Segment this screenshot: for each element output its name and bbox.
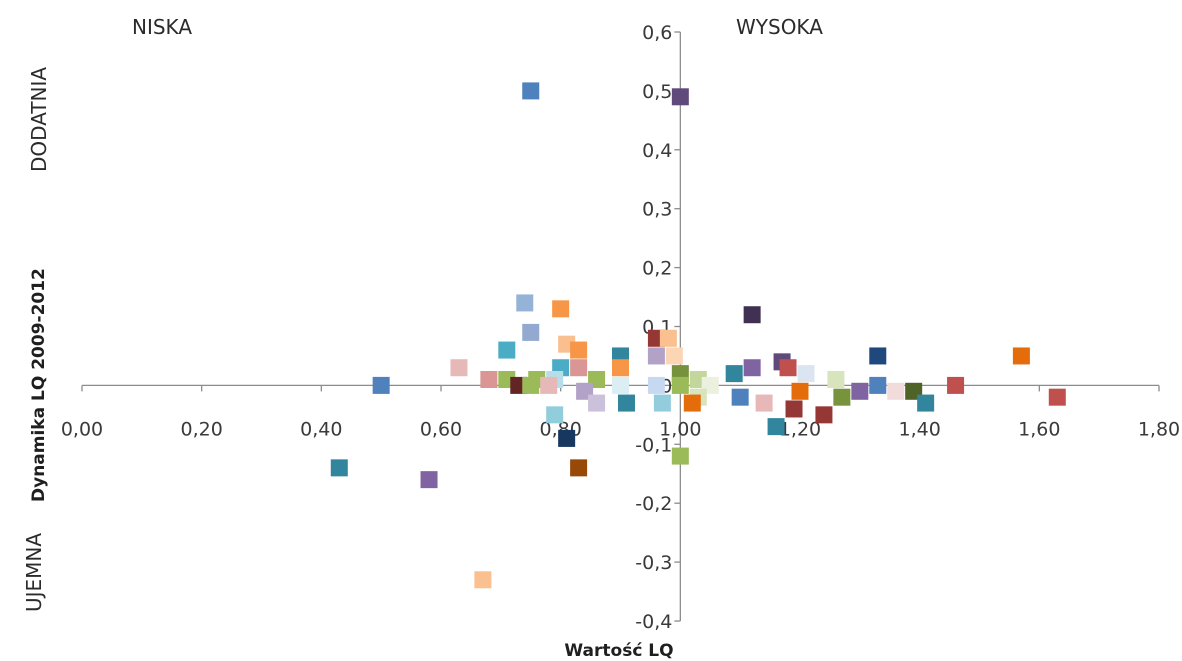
data-point (552, 300, 570, 318)
data-point (743, 306, 761, 324)
axes (82, 32, 1159, 621)
y-axis-label: Dynamika LQ 2009-2012 (29, 268, 49, 502)
data-point (683, 394, 701, 412)
data-point (785, 400, 803, 418)
data-point (755, 394, 773, 412)
data-point (917, 394, 935, 412)
x-tick-label: 1,80 (1138, 418, 1180, 440)
data-point (372, 376, 390, 394)
data-point (833, 388, 851, 406)
data-point (797, 365, 815, 383)
data-point (887, 382, 905, 400)
y-tick-label: 0,3 (642, 199, 672, 221)
data-point (671, 447, 689, 465)
y-tick-label: -0,4 (635, 611, 672, 633)
data-point (1012, 347, 1030, 365)
x-tick-label: 1,40 (899, 418, 941, 440)
data-point (647, 376, 665, 394)
x-tick-label: 1,00 (659, 418, 701, 440)
data-point (815, 406, 833, 424)
x-tick-label: 1,60 (1018, 418, 1060, 440)
data-point (480, 371, 498, 389)
data-point (743, 359, 761, 377)
data-point (558, 429, 576, 447)
y-tick-label: -0,2 (635, 493, 672, 515)
y-tick-label: -0,3 (635, 552, 672, 574)
data-point (522, 323, 540, 341)
data-point (546, 406, 564, 424)
data-point (671, 376, 689, 394)
data-point (725, 365, 743, 383)
data-point (450, 359, 468, 377)
data-point (522, 376, 540, 394)
data-point (570, 459, 588, 477)
data-point (665, 347, 683, 365)
data-point (498, 341, 516, 359)
data-point (330, 459, 348, 477)
y-tick-label: 0,2 (642, 258, 672, 280)
data-point (1048, 388, 1066, 406)
x-tick-label: 0,00 (61, 418, 103, 440)
data-point (540, 376, 558, 394)
y-tick-label: 0,5 (642, 81, 672, 103)
data-point (869, 376, 887, 394)
data-point (731, 388, 749, 406)
data-point (420, 471, 438, 489)
data-point (617, 394, 635, 412)
quadrant-label-dodatnia: DODATNIA (27, 67, 51, 172)
x-axis-label: Wartość LQ (564, 641, 673, 661)
data-point (791, 382, 809, 400)
data-point (947, 376, 965, 394)
data-point (767, 418, 785, 436)
data-point (659, 329, 677, 347)
data-point (779, 359, 797, 377)
data-point (653, 394, 671, 412)
quadrant-label-niska: NISKA (132, 15, 192, 39)
x-tick-label: 0,60 (420, 418, 462, 440)
data-points (330, 82, 1066, 589)
y-tick-label: 0,4 (642, 140, 672, 162)
quadrant-label-wysoka: WYSOKA (736, 15, 823, 39)
x-tick-label: 0,20 (181, 418, 223, 440)
data-point (474, 571, 492, 589)
data-point (671, 88, 689, 106)
y-tick-label: 0,6 (642, 22, 672, 44)
data-point (588, 394, 606, 412)
data-point (869, 347, 887, 365)
quadrant-label-ujemna: UJEMNA (22, 533, 46, 612)
x-tick-label: 0,40 (300, 418, 342, 440)
data-point (612, 359, 629, 377)
data-point (522, 82, 540, 100)
tick-marks: 0,00 0,20 0,40 0,60 0,80 1,00 1,20 1,40 1,60 1,80… (61, 22, 1180, 633)
data-point (612, 376, 629, 394)
x-tick-label: 1,20 (779, 418, 821, 440)
data-point (851, 382, 869, 400)
y-tick-label: -0,1 (635, 434, 672, 456)
data-point (647, 347, 665, 365)
data-point (570, 341, 588, 359)
data-point (827, 371, 845, 389)
data-point (570, 359, 588, 377)
data-point (516, 294, 534, 312)
